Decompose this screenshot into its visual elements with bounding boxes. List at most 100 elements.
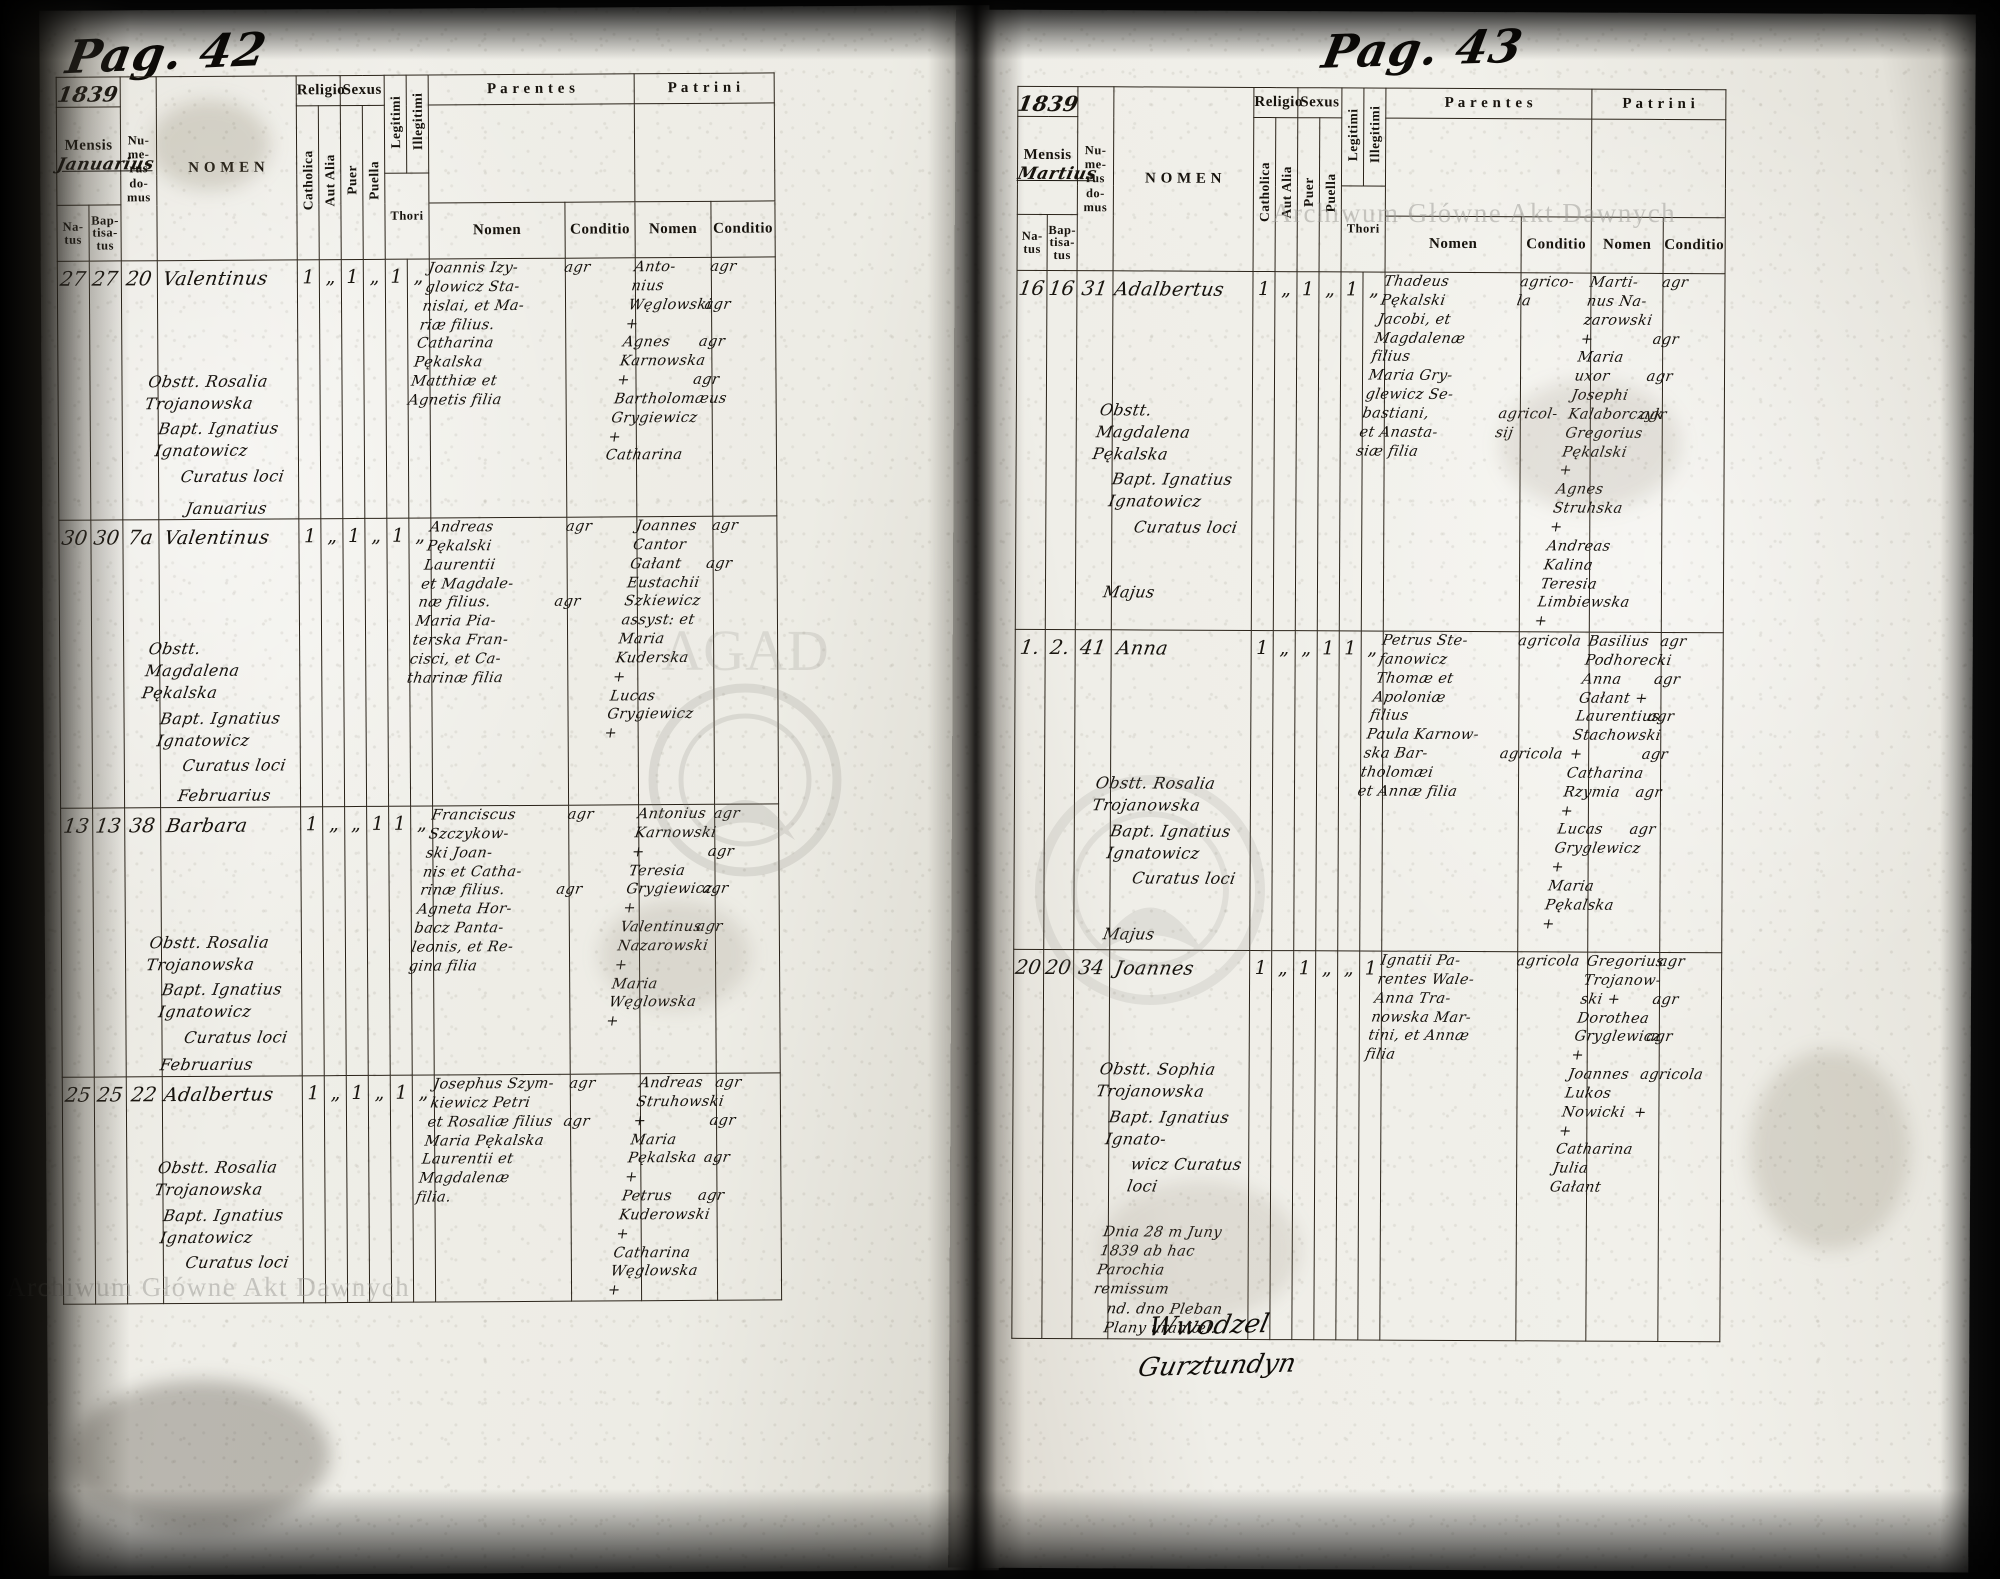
cell-puella: „	[364, 518, 389, 807]
parentes-conditio-sub: Conditio	[1521, 216, 1592, 274]
parentes-nomen-sub: Nomen	[428, 202, 566, 260]
cell-patrini-conditio: agr agr agr agr	[695, 803, 781, 1074]
cell-parentes-nomen: Petrus Ste- fanowicz Thomæ et Apoloniæ f…	[1356, 631, 1520, 952]
table-row[interactable]: 25 25 22 Adalbertus Obstt. Rosalia Troja…	[62, 1073, 782, 1305]
cell-catholica: 1	[1249, 630, 1274, 951]
nd-l5: mus	[1083, 200, 1108, 215]
patrini-header: P a t r i n i	[1591, 89, 1726, 120]
cell-aut-alia: „	[322, 806, 347, 1076]
cell-puer: 1	[1291, 950, 1316, 1340]
cell-aut-alia: „	[1271, 630, 1296, 951]
cell-parentes-nomen: Andreas Pękalski Laurentii et Magdale- n…	[406, 517, 569, 806]
left-edge-shadow	[0, 0, 130, 1579]
cell-legitimi: 1	[390, 1075, 414, 1303]
right-register-table: 1839 Nu- me- rus do- mus N O M E N Relig…	[1011, 86, 1726, 1342]
table-row[interactable]: 30 30 7a Valentinus Obstt. Magdalena Pęk…	[58, 516, 779, 808]
table-row[interactable]: 16 16 31 Adalbertus Obstt. Magdalena Pęk…	[1015, 270, 1726, 633]
left-page: Pag. 42 1839	[39, 5, 999, 1576]
cell-parentes-nomen: Joannis Izy- glowicz Sta- nislai, et Ma-…	[407, 258, 567, 519]
aut-alia-header: Aut Alia	[1275, 117, 1298, 272]
cell-parentes-nomen: Josephus Szym- kiewicz Petri et Rosaliæ …	[415, 1074, 572, 1303]
cell-patrini-conditio: agr agr agr agr	[697, 1073, 782, 1301]
mensis-label: Mensis	[1023, 146, 1072, 163]
cell-aut-alia: „	[1269, 950, 1294, 1340]
cell-nomen: Valentinus Obstt. Magdalena Pękalska Bap…	[141, 519, 301, 808]
cell-patrini-nomen: Marti- nus Na- zarowski + Maria uxor Jos…	[1533, 273, 1665, 633]
header-row-1: 1839 Nu- me- rus do- mus N O M E N Relig…	[56, 72, 775, 261]
left-register-table: 1839 Nu- me- rus do- mus N O M E N Relig…	[55, 72, 782, 1305]
right-page: Pag. 43 1839	[948, 9, 1976, 1573]
thori-header: Thori	[1341, 185, 1386, 273]
cell-patrini-nomen: Antonius Karnowski + Teresia Grygiewicz …	[605, 803, 717, 1074]
cell-patrini-conditio: agr agr agr agr	[692, 256, 777, 517]
cell-patrini-conditio: agr agr agr agr agr agr	[1628, 632, 1724, 953]
cell-nomen: Valentinus Obstt. Rosalia Trojanowska Ba…	[144, 259, 299, 521]
right-edge-shadow	[1940, 0, 2000, 1579]
puer-header: Puer	[1297, 117, 1320, 272]
table-row[interactable]: 1. 2. 41 Anna Obstt. Rosalia Trojanowska…	[1013, 629, 1724, 953]
cell-nomen: Joannes Obstt. Sophia Trojanowska Bapt. …	[1093, 949, 1250, 1340]
right-year-box: 1839	[1016, 86, 1081, 117]
parentes-nomen-header	[428, 103, 635, 204]
signature-line-2: Gurztundyn	[1135, 1348, 1299, 1384]
top-edge-shadow	[0, 0, 2000, 60]
cell-aut-alia: „	[320, 519, 345, 807]
cell-catholica: 1	[302, 1075, 326, 1304]
cell-parentes-nomen: Ignatii Pa- rentes Wale- Anna Tra- nowsk…	[1364, 951, 1518, 1341]
puella-header: Puella	[362, 105, 386, 260]
cell-legitimi: 1	[386, 518, 411, 806]
religio-header: Religio	[296, 75, 345, 106]
puella-header: Puella	[1319, 117, 1342, 272]
bottom-edge-shadow	[0, 1489, 2000, 1579]
table-row[interactable]: 27 27 20 Valentinus Obstt. Rosalia Troja…	[57, 256, 777, 521]
bap-l3: tus	[1053, 247, 1071, 262]
patrini-conditio-sub: Conditio	[710, 200, 776, 258]
parentes-conditio-sub: Conditio	[564, 201, 636, 259]
religio-header: Religio	[1253, 87, 1303, 118]
cell-puer: 1	[1295, 271, 1320, 631]
cell-nomen: Adalbertus Obstt. Magdalena Pękalska Bap…	[1091, 270, 1254, 631]
cell-aut-alia: „	[324, 1075, 348, 1303]
parentes-header: P a r e n t e s	[1385, 88, 1592, 120]
catholica-header: Catholica	[296, 105, 320, 260]
patrini-conditio-sub: Conditio	[1663, 217, 1726, 274]
parentes-nomen-sub: Nomen	[1385, 216, 1522, 273]
cell-puer: „	[344, 806, 369, 1076]
mensis-box: Mensis Martius	[1015, 116, 1099, 215]
cell-catholica: 1	[1247, 950, 1272, 1340]
nd-l4: do-	[1085, 185, 1105, 200]
sexus-header: Sexus	[1297, 87, 1342, 118]
legitimi-header: Legitimi	[384, 75, 407, 174]
cell-aut-alia: „	[319, 259, 343, 520]
patrini-nomen-sub: Nomen	[634, 201, 712, 258]
cell-puella: „	[363, 259, 387, 519]
mensis-value: Martius	[1015, 163, 1099, 184]
cell-baptisatus: 16	[1045, 270, 1078, 630]
table-row[interactable]: 13 13 38 Barbara Obstt. Rosalia Trojanow…	[60, 803, 781, 1078]
cell-aut-alia: „	[1273, 271, 1298, 631]
cell-puella: „	[1317, 271, 1342, 631]
table-row[interactable]: 20 20 34 Joannes Obstt. Sophia Trojanows…	[1011, 949, 1722, 1342]
legitimi-header: Legitimi	[1341, 87, 1364, 187]
signature-line-1: Wwodzel	[1145, 1309, 1272, 1343]
left-table: 1839 Nu- me- rus do- mus N O M E N Relig…	[55, 72, 783, 1305]
cell-parentes-nomen: Franciscus Szczykow- ski Joan- nis et Ca…	[408, 804, 571, 1076]
nomen-header: N O M E N	[156, 75, 298, 261]
cell-puer: 1	[341, 259, 365, 520]
puer-header: Puer	[340, 105, 364, 260]
cell-nomen: Adalbertus Obstt. Rosalia Trojanowska Ba…	[153, 1075, 304, 1304]
parentes-nomen-header	[1385, 118, 1592, 218]
header-row-1: 1839 Nu- me- rus do- mus N O M E N Relig…	[1016, 86, 1726, 272]
baptisatus-header: Bap- tisa- tus	[1047, 214, 1078, 271]
cell-legitimi: 1	[385, 259, 409, 519]
cell-legitimi: „	[1335, 950, 1360, 1340]
footer-note-1: Dnia 28 m Juny 1839 ab hac Parochia remi…	[1092, 1223, 1224, 1297]
cell-nomen: Anna Obstt. Rosalia Trojanowska Bapt. Ig…	[1091, 629, 1252, 951]
cell-patrini-conditio: agr agr agr agricola +	[1633, 952, 1722, 1342]
cell-parentes-nomen: Thadeus Pękalski Jacobi, et Magdalenæ fi…	[1355, 272, 1522, 632]
patrini-nomen-sub: Nomen	[1591, 217, 1664, 274]
cell-puella: 1	[366, 805, 391, 1076]
cell-catholica: 1	[300, 806, 325, 1076]
cell-patrini-conditio: agr agr agr agr	[1639, 273, 1726, 633]
patrini-nomen-header	[1591, 119, 1726, 218]
